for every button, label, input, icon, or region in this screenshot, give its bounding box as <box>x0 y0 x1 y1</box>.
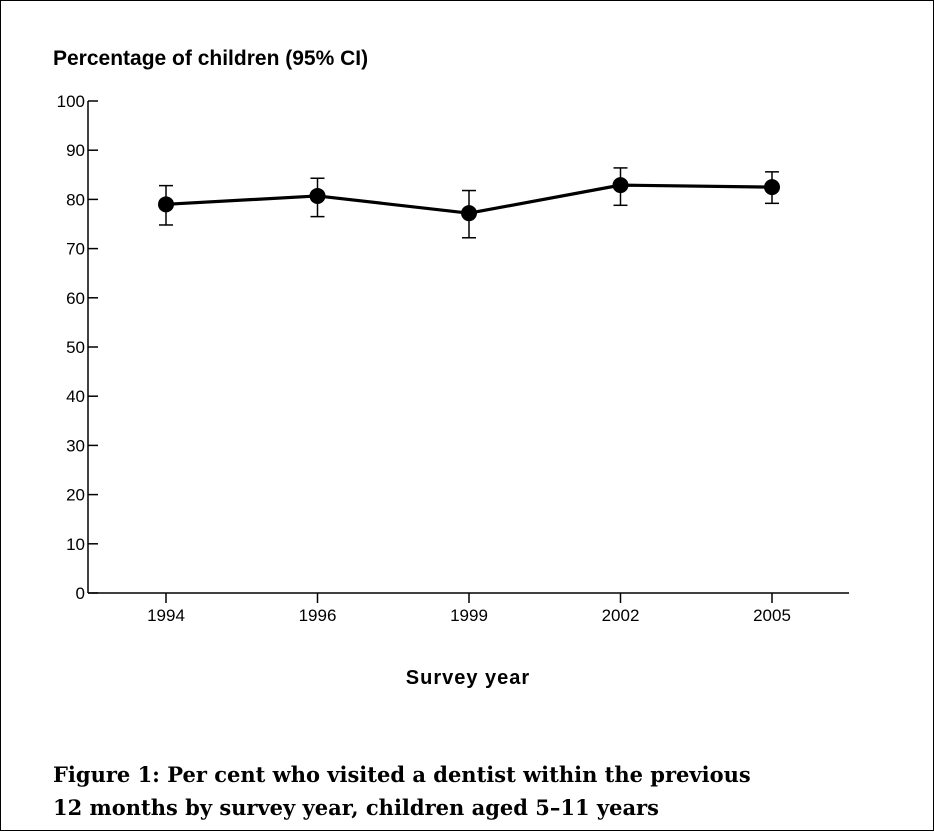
y-tick-label: 40 <box>66 387 85 406</box>
x-tick-label: 2002 <box>602 606 640 625</box>
y-tick-label: 70 <box>66 240 85 259</box>
y-tick-label: 60 <box>66 289 85 308</box>
y-axis-title: Percentage of children (95% CI) <box>53 47 369 70</box>
caption-line-1: Figure 1: Per cent who visited a dentist… <box>53 762 751 787</box>
figure-caption: Figure 1: Per cent who visited a dentist… <box>53 758 913 824</box>
data-point <box>158 196 174 213</box>
x-tick-label: 2005 <box>753 606 791 625</box>
y-tick-label: 50 <box>66 338 85 357</box>
x-tick-label: 1996 <box>299 606 337 625</box>
data-point <box>461 205 477 222</box>
x-tick-label: 1999 <box>450 606 488 625</box>
y-tick-label: 90 <box>66 141 85 160</box>
x-tick-label: 1994 <box>147 606 185 625</box>
y-tick-label: 80 <box>66 190 85 209</box>
y-tick-label: 10 <box>66 535 85 554</box>
data-point <box>309 187 326 204</box>
y-tick-label: 30 <box>66 436 85 455</box>
caption-line-2: 12 months by survey year, children aged … <box>53 795 659 820</box>
data-point <box>764 179 780 196</box>
x-axis-title: Survey year <box>405 667 531 689</box>
data-point <box>612 177 629 194</box>
y-tick-label: 20 <box>66 486 85 505</box>
y-tick-label: 0 <box>76 584 85 603</box>
y-tick-label: 100 <box>57 92 85 111</box>
